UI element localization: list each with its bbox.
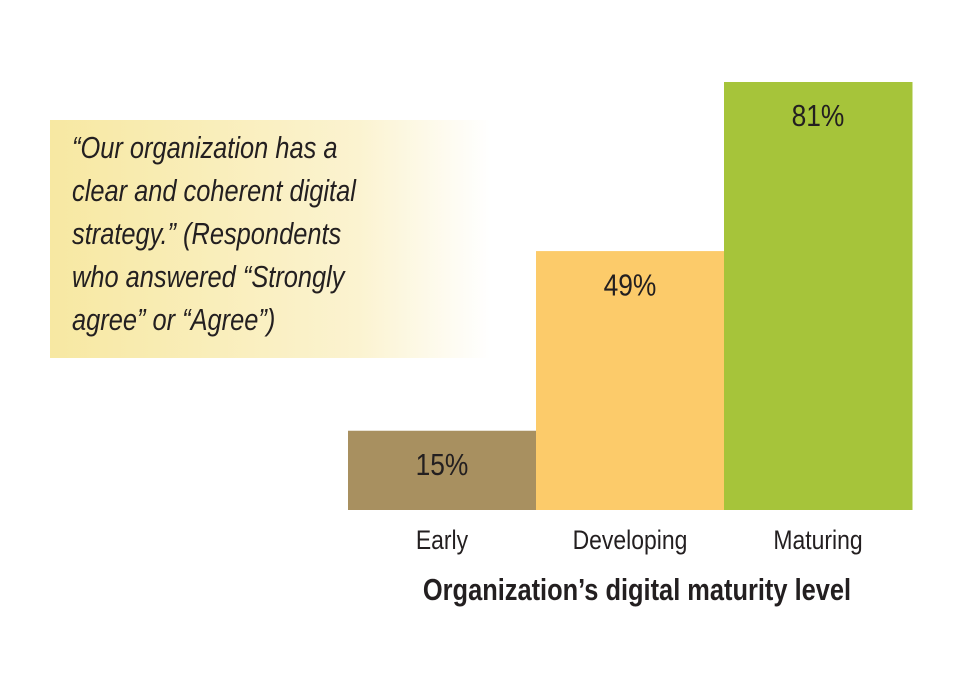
annotation-box xyxy=(50,120,490,358)
value-label: 15% xyxy=(416,448,469,482)
x-tick-label: Early xyxy=(416,525,469,555)
annotation-line: clear and coherent digital xyxy=(72,174,356,209)
annotation-line: agree” or “Agree”) xyxy=(72,303,275,338)
bar xyxy=(536,251,725,510)
annotation-line: who answered “Strongly xyxy=(72,260,346,295)
bar xyxy=(348,430,537,510)
value-label: 81% xyxy=(792,99,845,133)
annotation-line: “Our organization has a xyxy=(72,131,337,166)
value-label: 49% xyxy=(604,268,657,302)
bar xyxy=(724,82,913,510)
x-tick-label: Developing xyxy=(573,525,688,555)
x-axis-title: Organization’s digital maturity level xyxy=(423,573,851,608)
annotation: “Our organization has a clear and coheren… xyxy=(72,131,356,338)
x-tick-label: Maturing xyxy=(773,525,862,555)
annotation-line: strategy.” (Respondents xyxy=(72,217,341,252)
